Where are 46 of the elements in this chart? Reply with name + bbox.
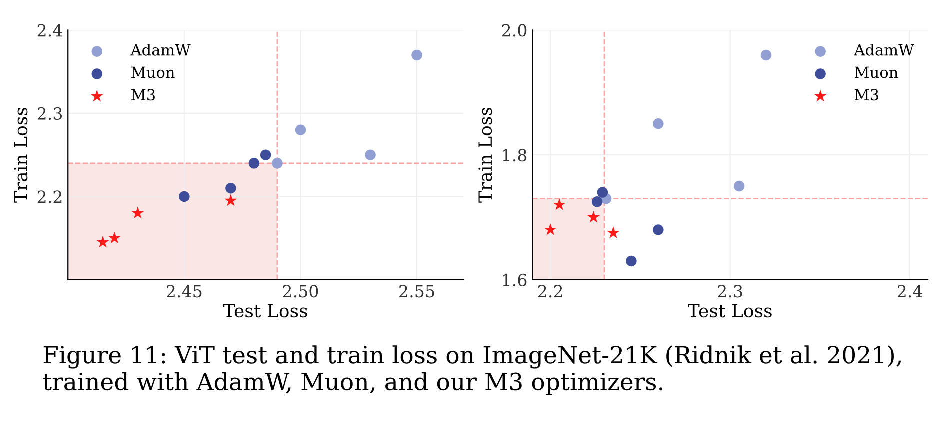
x-tick-label: 2.4 bbox=[898, 285, 922, 298]
point bbox=[592, 196, 603, 208]
y-tick-label: 2.3 bbox=[38, 107, 62, 120]
caption: Figure 11: ViT test and train loss on ImageNet-21K (Ridnik et al. 2021), trained with AdamW, Muon, and our M3 optimizers. bbox=[43, 346, 902, 396]
x-axis-title: Test Loss bbox=[688, 304, 772, 318]
point bbox=[653, 118, 664, 130]
point bbox=[248, 158, 260, 169]
point bbox=[760, 50, 772, 61]
legend-label: Muon bbox=[854, 66, 898, 78]
y-tick-label: 1.6 bbox=[503, 274, 527, 287]
x-tick-label: 2.50 bbox=[283, 285, 318, 298]
point bbox=[226, 183, 236, 194]
point bbox=[224, 194, 238, 206]
point bbox=[365, 150, 376, 160]
point bbox=[734, 180, 745, 192]
point bbox=[626, 256, 637, 267]
x-axis-title: Test Loss bbox=[224, 304, 308, 318]
point bbox=[132, 206, 144, 219]
x-tick-label: 2.55 bbox=[400, 285, 434, 298]
x-tick-label: 2.45 bbox=[166, 285, 202, 298]
x-tick-label: 2.3 bbox=[718, 285, 742, 298]
point bbox=[553, 198, 566, 210]
y-axis-title: Train Loss bbox=[478, 108, 492, 203]
point bbox=[260, 150, 272, 160]
legend-label: Muon bbox=[132, 66, 175, 78]
point bbox=[179, 191, 190, 202]
y-tick-label: 2.0 bbox=[502, 24, 527, 37]
legend-label: M3 bbox=[132, 89, 155, 101]
point bbox=[412, 50, 422, 61]
point bbox=[544, 223, 557, 236]
y-axis-title: Train Loss bbox=[14, 108, 28, 203]
x-tick-label: 2.2 bbox=[538, 285, 562, 298]
point bbox=[108, 232, 121, 244]
y-tick-label: 2.2 bbox=[38, 190, 62, 204]
y-tick-label: 1.8 bbox=[503, 149, 527, 162]
legend-label: M3 bbox=[854, 89, 878, 101]
point bbox=[607, 226, 620, 238]
point bbox=[272, 158, 283, 169]
point bbox=[653, 224, 664, 236]
point bbox=[597, 187, 608, 198]
point bbox=[295, 124, 306, 136]
legend-label: AdamW bbox=[854, 44, 914, 56]
point bbox=[96, 236, 110, 248]
y-tick-label: 2.4 bbox=[38, 24, 62, 37]
legend-label: AdamW bbox=[130, 44, 191, 56]
point bbox=[587, 210, 600, 223]
